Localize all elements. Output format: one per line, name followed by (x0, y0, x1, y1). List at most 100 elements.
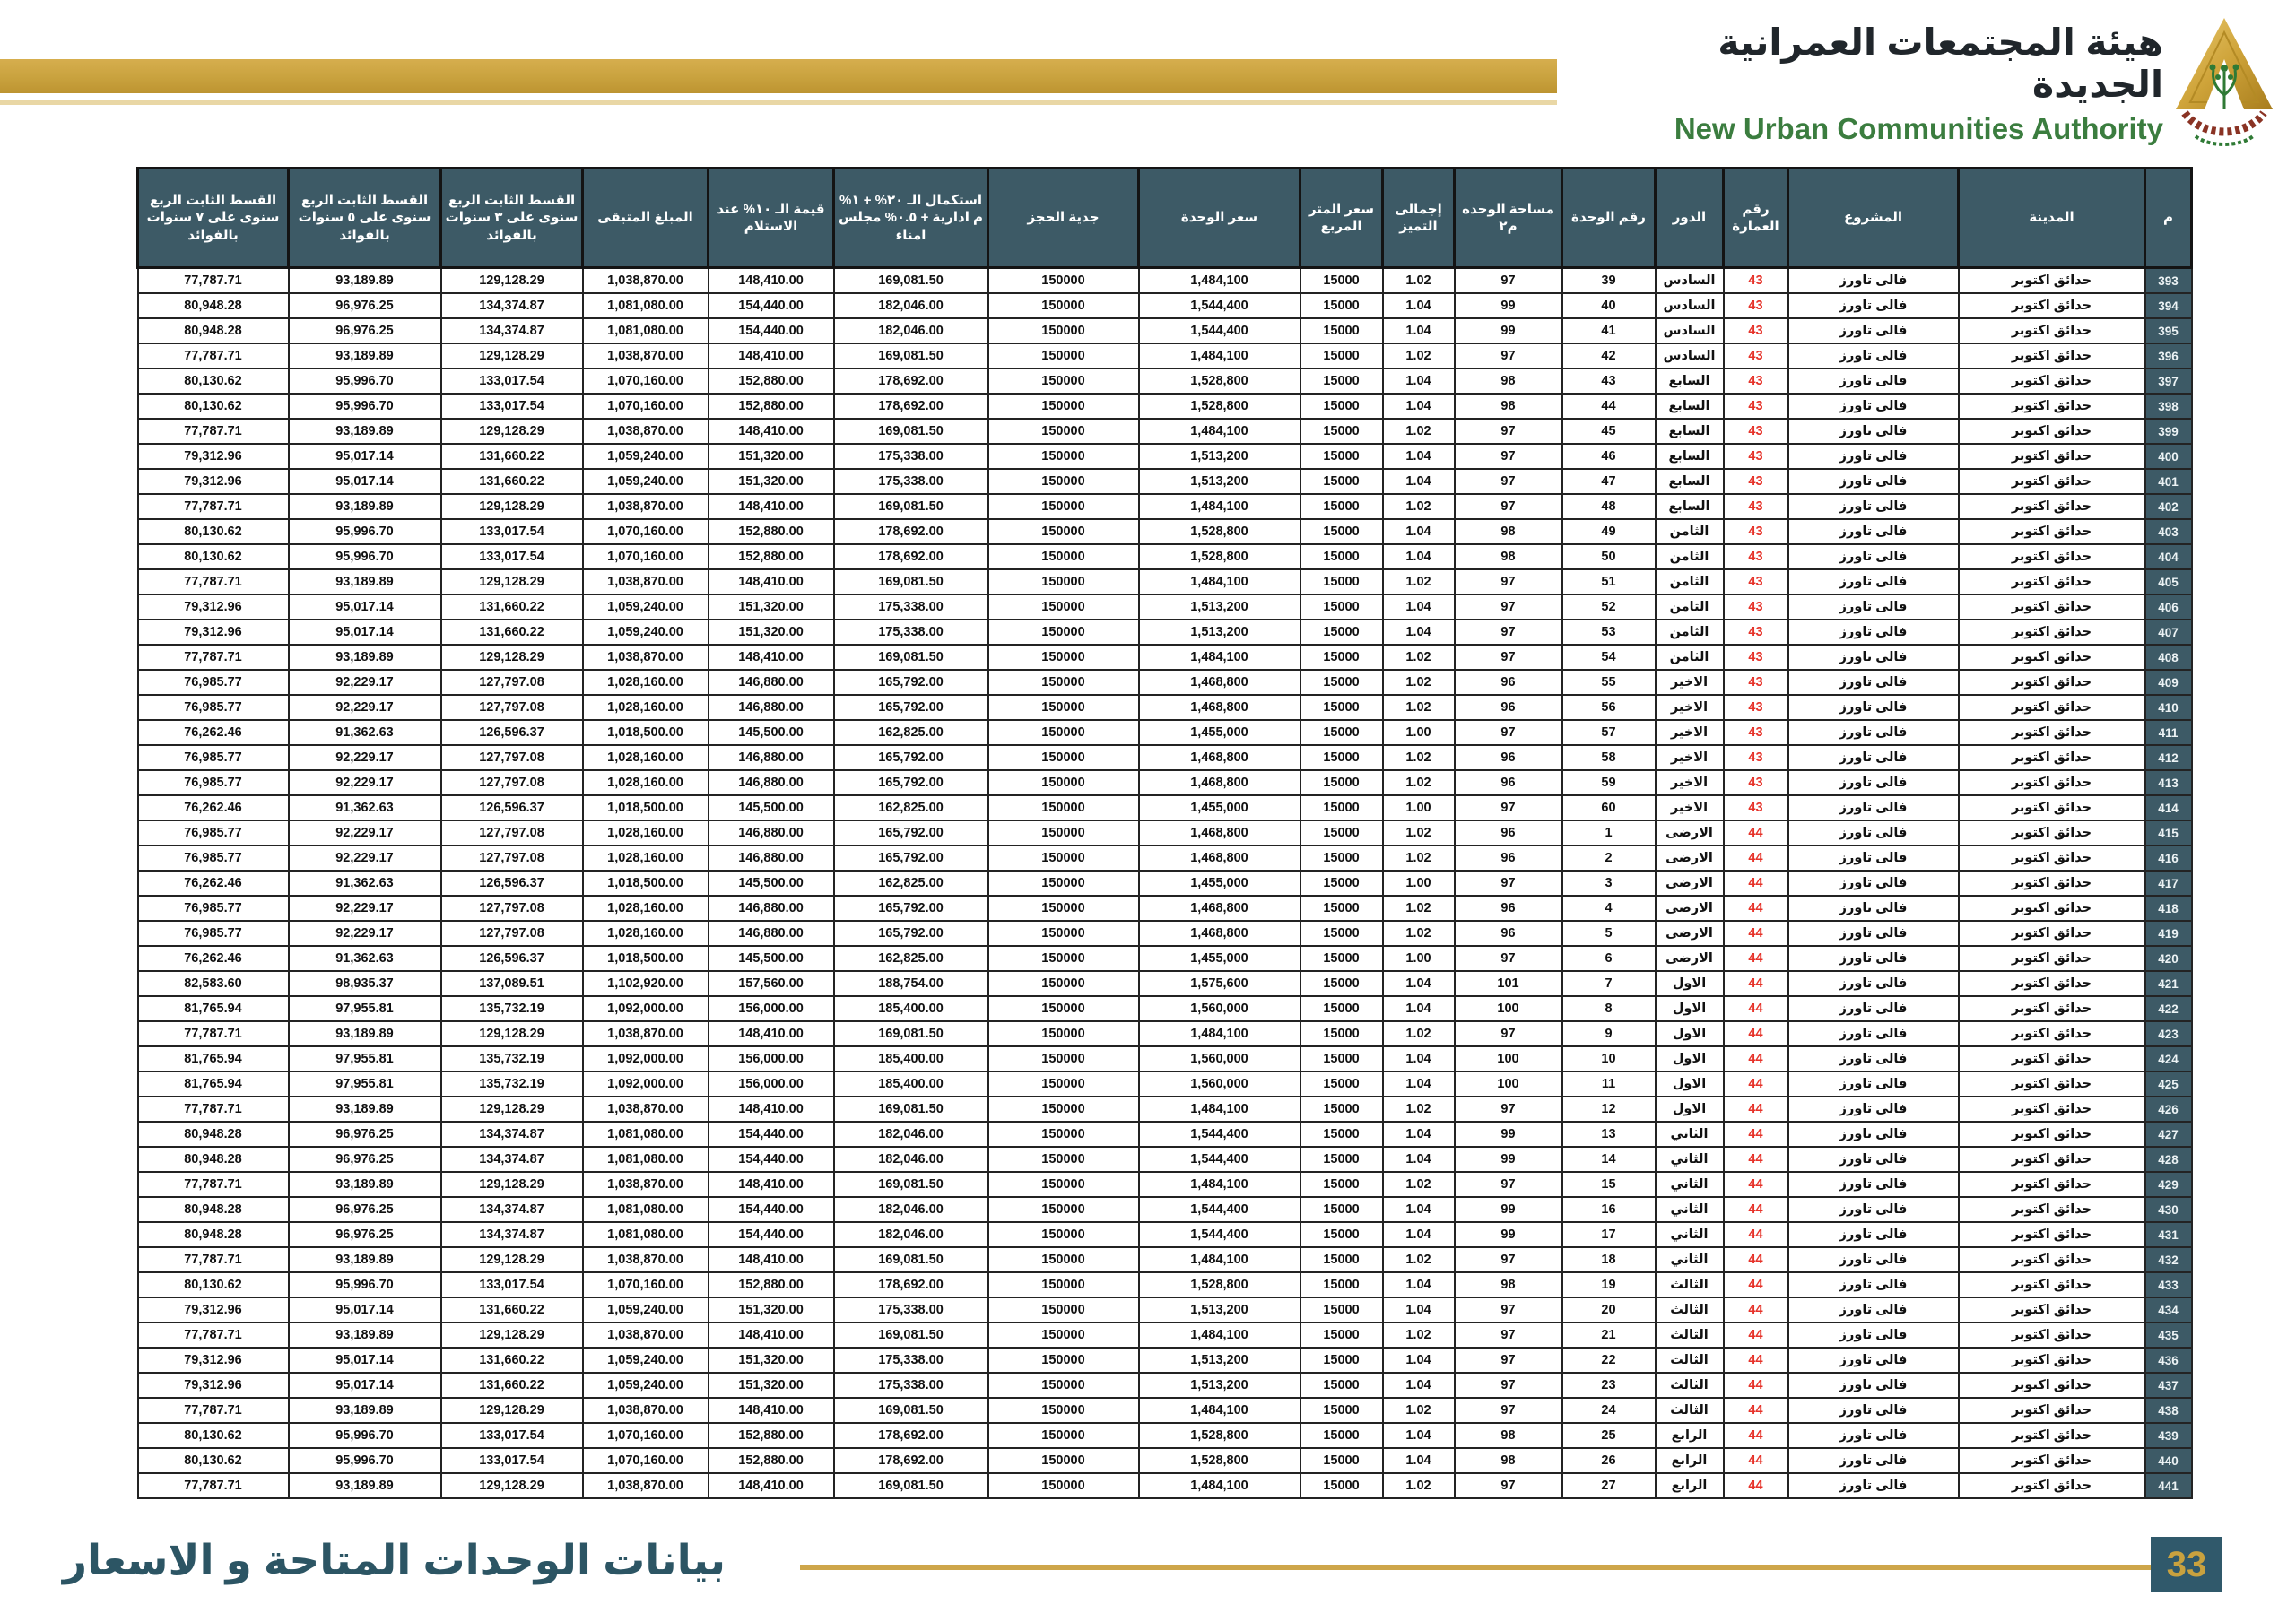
cell-inst_7y: 79,312.96 (136, 1297, 290, 1323)
cell-deposit: 150000 (987, 619, 1140, 646)
cell-meter_price: 15000 (1299, 970, 1384, 997)
cell-completion: 178,692.00 (832, 368, 989, 395)
cell-meter_price: 15000 (1299, 317, 1384, 344)
table-row: 401 حدائق اكتوبر فالى تاورز 43 السابع 47 97 1.0… (136, 468, 2193, 495)
cell-unit_price: 1,528,800 (1137, 1271, 1301, 1298)
cell-meter_price: 15000 (1299, 744, 1384, 771)
cell-completion: 178,692.00 (832, 518, 989, 545)
cell-city: حدائق اكتوبر (1957, 1271, 2146, 1298)
cell-inst_7y: 80,948.28 (136, 1121, 290, 1148)
cell-building: 44 (1722, 995, 1789, 1022)
cell-m: 425 (2144, 1071, 2193, 1097)
cell-project: فالى تاورز (1787, 794, 1960, 821)
cell-inst_5y: 95,017.14 (287, 443, 442, 470)
cell-inst_7y: 80,948.28 (136, 317, 290, 344)
cell-area: 100 (1453, 1045, 1563, 1072)
table-row: 424 حدائق اكتوبر فالى تاورز 44 الاول 10 100 1.0… (136, 1045, 2193, 1072)
cell-inst_5y: 95,996.70 (287, 1447, 442, 1474)
cell-project: فالى تاورز (1787, 543, 1960, 570)
cell-premium: 1.04 (1381, 1297, 1456, 1323)
cell-project: فالى تاورز (1787, 594, 1960, 620)
cell-city: حدائق اكتوبر (1957, 669, 2146, 696)
cell-area: 96 (1453, 694, 1563, 721)
cell-city: حدائق اكتوبر (1957, 744, 2146, 771)
cell-completion: 165,792.00 (832, 669, 989, 696)
cell-completion: 178,692.00 (832, 1447, 989, 1474)
cell-area: 97 (1453, 1372, 1563, 1399)
cell-building: 44 (1722, 845, 1789, 872)
col-header-inst_3y: القسط الثابت الربع سنوى على ٣ سنوات بالف… (439, 167, 584, 269)
header-row: م المدينة المشروع رقم العمارة الدور رقم الوحد… (136, 167, 2193, 269)
cell-unit_no: 13 (1561, 1121, 1657, 1148)
cell-area: 98 (1453, 518, 1563, 545)
cell-unit_no: 17 (1561, 1221, 1657, 1248)
cell-building: 44 (1722, 1121, 1789, 1148)
table-row: 412 حدائق اكتوبر فالى تاورز 43 الاخير 58 96 1.0… (136, 744, 2193, 771)
cell-city: حدائق اكتوبر (1957, 468, 2146, 495)
cell-remaining: 1,081,080.00 (581, 1146, 709, 1173)
cell-area: 96 (1453, 820, 1563, 846)
cell-unit_price: 1,484,100 (1137, 568, 1301, 595)
cell-area: 97 (1453, 1020, 1563, 1047)
cell-meter_price: 15000 (1299, 518, 1384, 545)
cell-unit_no: 43 (1561, 368, 1657, 395)
cell-premium: 1.02 (1381, 1322, 1456, 1349)
cell-inst_7y: 80,130.62 (136, 1271, 290, 1298)
cell-floor: الارضى (1654, 920, 1725, 947)
cell-unit_price: 1,455,000 (1137, 794, 1301, 821)
cell-unit_no: 46 (1561, 443, 1657, 470)
cell-project: فالى تاورز (1787, 1246, 1960, 1273)
cell-inst_3y: 129,128.29 (439, 1472, 584, 1499)
cell-unit_no: 44 (1561, 393, 1657, 420)
cell-premium: 1.02 (1381, 418, 1456, 445)
cell-inst_5y: 92,229.17 (287, 820, 442, 846)
cell-m: 400 (2144, 443, 2193, 470)
cell-floor: السادس (1654, 343, 1725, 369)
cell-inst_3y: 129,128.29 (439, 1246, 584, 1273)
cell-area: 97 (1453, 1322, 1563, 1349)
cell-delivery_10pct: 148,410.00 (707, 1096, 835, 1123)
cell-deposit: 150000 (987, 493, 1140, 520)
cell-unit_price: 1,455,000 (1137, 719, 1301, 746)
cell-premium: 1.02 (1381, 769, 1456, 796)
cell-inst_3y: 134,374.87 (439, 1221, 584, 1248)
cell-delivery_10pct: 156,000.00 (707, 995, 835, 1022)
cell-inst_3y: 133,017.54 (439, 1271, 584, 1298)
table-row: 420 حدائق اكتوبر فالى تاورز 44 الارضى 6 97 1.00… (136, 945, 2193, 972)
cell-completion: 175,338.00 (832, 1297, 989, 1323)
table-row: 414 حدائق اكتوبر فالى تاورز 43 الاخير 60 97 1.0… (136, 794, 2193, 821)
cell-floor: الثاني (1654, 1171, 1725, 1198)
cell-inst_5y: 95,017.14 (287, 1297, 442, 1323)
page-number-badge: 33 (2151, 1537, 2222, 1592)
cell-completion: 169,081.50 (832, 568, 989, 595)
cell-inst_5y: 95,017.14 (287, 1372, 442, 1399)
cell-unit_price: 1,468,800 (1137, 820, 1301, 846)
cell-deposit: 150000 (987, 794, 1140, 821)
cell-deposit: 150000 (987, 468, 1140, 495)
cell-deposit: 150000 (987, 895, 1140, 922)
cell-premium: 1.04 (1381, 1347, 1456, 1374)
cell-delivery_10pct: 154,440.00 (707, 1221, 835, 1248)
cell-city: حدائق اكتوبر (1957, 1071, 2146, 1097)
col-header-m: م (2144, 167, 2193, 269)
cell-city: حدائق اكتوبر (1957, 1146, 2146, 1173)
cell-remaining: 1,059,240.00 (581, 468, 709, 495)
cell-floor: الاخير (1654, 744, 1725, 771)
cell-premium: 1.02 (1381, 920, 1456, 947)
cell-project: فالى تاورز (1787, 343, 1960, 369)
cell-project: فالى تاورز (1787, 1422, 1960, 1449)
cell-deposit: 150000 (987, 995, 1140, 1022)
table-row: 423 حدائق اكتوبر فالى تاورز 44 الاول 9 97 1.02 1… (136, 1020, 2193, 1047)
cell-remaining: 1,059,240.00 (581, 443, 709, 470)
cell-building: 43 (1722, 368, 1789, 395)
cell-inst_7y: 76,262.46 (136, 719, 290, 746)
cell-project: فالى تاورز (1787, 1221, 1960, 1248)
cell-deposit: 150000 (987, 343, 1140, 369)
table-row: 431 حدائق اكتوبر فالى تاورز 44 الثاني 17 99 1.0… (136, 1221, 2193, 1248)
cell-city: حدائق اكتوبر (1957, 343, 2146, 369)
cell-completion: 175,338.00 (832, 619, 989, 646)
cell-unit_price: 1,544,400 (1137, 1146, 1301, 1173)
cell-city: حدائق اكتوبر (1957, 920, 2146, 947)
top-gold-thin-line (0, 100, 1557, 105)
cell-deposit: 150000 (987, 1221, 1140, 1248)
